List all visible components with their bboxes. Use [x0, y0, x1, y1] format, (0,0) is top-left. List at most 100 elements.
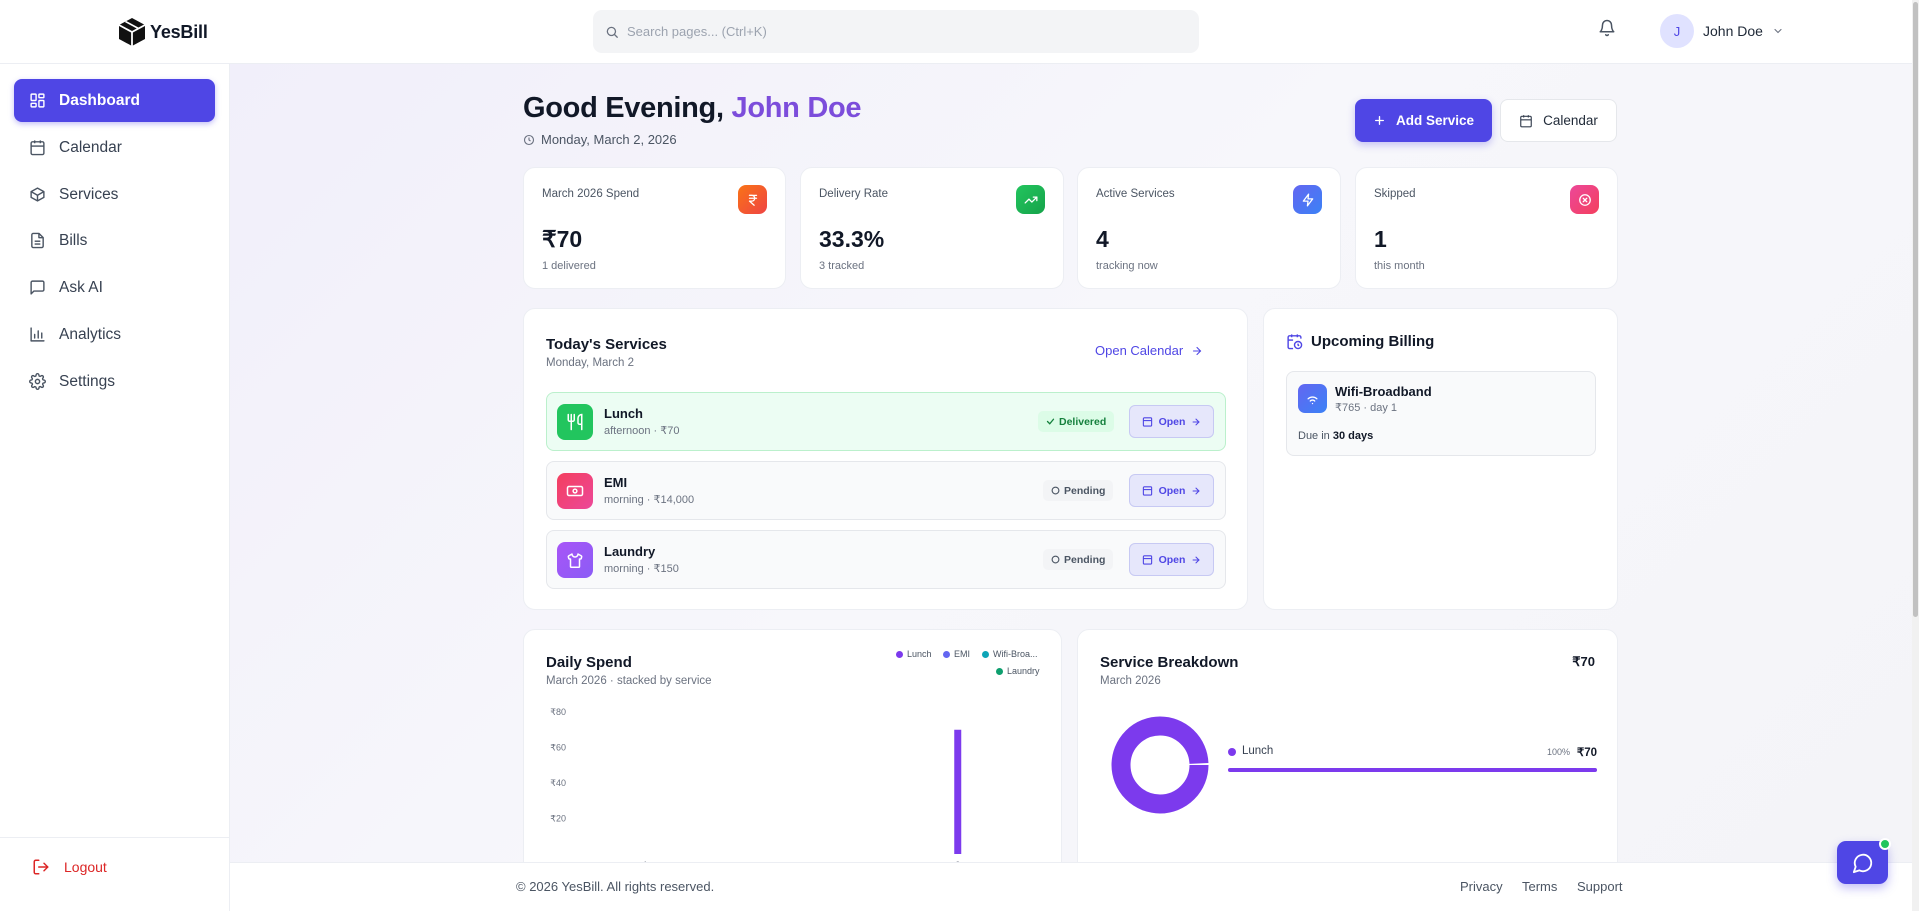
sidebar-item-label: Calendar — [59, 138, 122, 156]
sidebar-item-calendar[interactable]: Calendar — [14, 126, 215, 169]
sidebar-item-bills[interactable]: Bills — [14, 219, 215, 262]
sidebar-item-label: Dashboard — [59, 91, 140, 109]
section-title: Daily Spend — [546, 654, 632, 671]
zap-icon — [1293, 185, 1322, 214]
calendar-icon — [1142, 486, 1152, 496]
open-service-button[interactable]: Open — [1129, 543, 1214, 576]
legend-label: Laundry — [1007, 666, 1040, 676]
legend-item: Lunch — [896, 649, 932, 659]
service-name: Laundry — [604, 544, 656, 559]
service-row-laundry[interactable]: Laundry morning · ₹150 Pending Open — [546, 530, 1226, 589]
search-bar[interactable] — [593, 10, 1199, 53]
service-row-emi[interactable]: EMI morning · ₹14,000 Pending Open — [546, 461, 1226, 520]
legend-label: Lunch — [907, 649, 932, 659]
breakdown-progress-track — [1228, 768, 1597, 772]
date-text: Monday, March 2, 2026 — [541, 132, 677, 147]
calendar-icon — [30, 140, 45, 156]
footer-link-terms[interactable]: Terms — [1522, 879, 1558, 894]
bell-icon — [1599, 19, 1615, 37]
breakdown-value: ₹70 — [1576, 747, 1597, 759]
stat-card-delivery-rate: Delivery Rate 33.3% 3 tracked — [800, 167, 1064, 289]
legend-dot — [996, 667, 1003, 675]
calendar-icon — [1142, 417, 1152, 427]
bar-segment[interactable] — [954, 729, 962, 854]
clock-icon — [523, 134, 535, 145]
user-name: John Doe — [1703, 23, 1763, 39]
greeting-prefix: Good Evening, — [523, 92, 724, 124]
open-label: Open — [1158, 484, 1186, 497]
logout-button[interactable]: Logout — [32, 858, 107, 876]
stat-value: 4 — [1096, 226, 1109, 252]
service-meta: afternoon · ₹70 — [604, 425, 680, 437]
arrow-right-icon — [1192, 418, 1201, 425]
logo-cube-icon — [118, 18, 146, 46]
legend-dot — [982, 650, 989, 658]
section-title: Upcoming Billing — [1311, 333, 1435, 350]
greeting-name: John Doe — [731, 92, 862, 124]
add-service-label: Add Service — [1395, 113, 1475, 128]
app-logo[interactable]: YesBill — [118, 17, 208, 47]
y-tick-label: ₹80 — [550, 707, 566, 717]
stat-card-spend: March 2026 Spend ₹70 1 delivered — [523, 167, 786, 289]
todays-services-card: Today's Services Monday, March 2 Open Ca… — [523, 308, 1248, 610]
arrow-right-icon — [1192, 556, 1201, 563]
footer-link-support[interactable]: Support — [1577, 879, 1623, 894]
plus-icon — [1375, 116, 1384, 125]
scrollbar-thumb[interactable] — [1913, 2, 1918, 617]
sidebar-item-ask-ai[interactable]: Ask AI — [14, 266, 215, 309]
breakdown-percent: 100% — [1546, 747, 1570, 757]
open-calendar-link[interactable]: Open Calendar — [1095, 343, 1203, 358]
status-text: Pending — [1064, 553, 1106, 566]
stat-card-skipped: Skipped 1 this month — [1355, 167, 1618, 289]
circle-icon — [1051, 555, 1060, 564]
legend-label: Wifi-Broa... — [993, 649, 1038, 659]
avatar: J — [1660, 14, 1694, 48]
bar-chart-icon — [30, 327, 45, 342]
chat-assistant-button[interactable] — [1837, 838, 1891, 884]
y-tick-label: ₹60 — [550, 743, 566, 753]
breakdown-row: Lunch 100% ₹70 — [1228, 744, 1597, 764]
open-service-button[interactable]: Open — [1129, 474, 1214, 507]
search-icon — [606, 26, 618, 38]
stat-sub: tracking now — [1096, 260, 1158, 272]
sidebar-item-analytics[interactable]: Analytics — [14, 313, 215, 356]
arrow-right-icon — [1193, 346, 1202, 355]
main-content: Good Evening, John Doe Monday, March 2, … — [230, 64, 1912, 911]
message-circle-icon — [1852, 853, 1872, 873]
donut-slice[interactable] — [1111, 716, 1209, 814]
sidebar-item-services[interactable]: Services — [14, 173, 215, 216]
service-row-lunch[interactable]: Lunch afternoon · ₹70 Delivered Open — [546, 392, 1226, 451]
sidebar-item-label: Services — [59, 185, 119, 203]
notifications-button[interactable] — [1598, 19, 1616, 37]
legend-dot — [1228, 748, 1236, 756]
sidebar-item-label: Settings — [59, 372, 116, 390]
user-menu[interactable]: J John Doe — [1660, 14, 1784, 48]
grid-icon — [30, 93, 45, 108]
due-value: 30 days — [1332, 430, 1374, 442]
stat-label: Active Services — [1096, 188, 1175, 200]
open-calendar-label: Open Calendar — [1095, 343, 1184, 358]
search-input[interactable] — [627, 24, 1167, 39]
sidebar-item-label: Analytics — [59, 325, 122, 343]
legend-item: Laundry — [996, 666, 1040, 676]
calendar-button[interactable]: Calendar — [1500, 99, 1617, 142]
sidebar-item-settings[interactable]: Settings — [14, 360, 215, 403]
stat-sub: this month — [1374, 260, 1425, 272]
status-text: Delivered — [1059, 415, 1107, 428]
legend-item: Wifi-Broa... — [982, 649, 1038, 659]
stat-label: March 2026 Spend — [542, 188, 640, 200]
due-prefix: Due in — [1298, 430, 1330, 442]
stat-value: 1 — [1374, 226, 1387, 252]
footer-link-privacy[interactable]: Privacy — [1460, 879, 1503, 894]
service-name: EMI — [604, 475, 628, 490]
billing-meta: ₹765 · day 1 — [1335, 402, 1398, 414]
sidebar-item-dashboard[interactable]: Dashboard — [14, 79, 215, 122]
stat-sub: 3 tracked — [819, 260, 865, 272]
circle-icon — [1051, 486, 1060, 495]
add-service-button[interactable]: Add Service — [1355, 99, 1492, 142]
billing-item[interactable]: Wifi-Broadband ₹765 · day 1 Due in 30 da… — [1286, 371, 1596, 456]
upcoming-billing-card: Upcoming Billing Wifi-Broadband ₹765 · d… — [1263, 308, 1618, 610]
section-title: Today's Services — [546, 336, 667, 353]
trending-up-icon — [1016, 185, 1045, 214]
open-service-button[interactable]: Open — [1129, 405, 1214, 438]
